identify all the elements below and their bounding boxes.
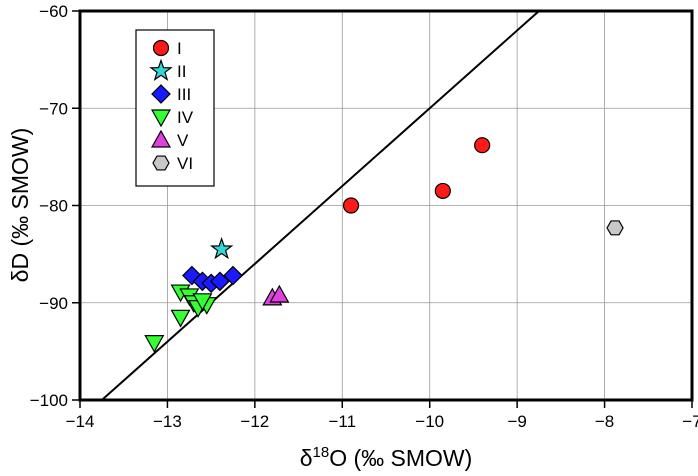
x-axis-label: δ18O (‰ SMOW) — [300, 444, 473, 471]
legend-label-iv: IV — [177, 108, 194, 127]
x-tick-label: −7 — [682, 412, 698, 431]
y-tick-label: −100 — [30, 391, 68, 410]
data-point-ii — [209, 236, 234, 260]
legend-label-i: I — [177, 39, 182, 58]
legend-marker-v — [150, 129, 172, 148]
legend-label-ii: II — [177, 62, 186, 81]
data-point-i — [474, 137, 491, 154]
x-tick-label: −10 — [415, 412, 444, 431]
legend-label-iii: III — [177, 85, 191, 104]
legend-marker-iii — [151, 84, 171, 104]
reference-line-layer — [100, 11, 541, 400]
x-tick-label: −12 — [240, 412, 269, 431]
x-tick-label: −11 — [328, 412, 356, 431]
data-point-iv — [170, 309, 191, 328]
y-tick-label: −90 — [39, 294, 68, 313]
legend-label-vi: VI — [177, 154, 193, 173]
legend-marker-vi — [152, 155, 170, 171]
legend-box — [135, 29, 215, 187]
legend-marker-ii — [149, 58, 173, 81]
y-tick-label: −60 — [39, 2, 68, 21]
axis-ticks: −14 −13 −12 −11 −10 −9 −8 −7 −100 −90 −80 −70 −60 — [30, 2, 698, 431]
legend-label-v: V — [177, 131, 189, 150]
data-point-i — [434, 182, 451, 200]
x-tick-label: −14 — [66, 412, 95, 431]
reference-line — [100, 11, 541, 400]
data-point-iv — [144, 335, 165, 353]
data-point-iii — [223, 265, 243, 286]
data-point-iii — [210, 271, 230, 292]
y-tick-label: −70 — [39, 99, 68, 118]
x-tick-label: −8 — [595, 412, 614, 431]
y-axis-label: δD (‰ SMOW) — [7, 128, 33, 283]
data-points — [144, 137, 624, 353]
data-point-i — [342, 197, 360, 214]
data-point-vi — [606, 220, 624, 236]
x-tick-label: −13 — [153, 412, 182, 431]
data-point-iv — [192, 293, 213, 312]
x-tick-label: −9 — [507, 412, 526, 431]
data-point-v — [269, 284, 290, 303]
legend-marker-iv — [150, 109, 172, 128]
y-tick-label: −80 — [39, 197, 68, 216]
legend-marker-i — [152, 39, 170, 57]
